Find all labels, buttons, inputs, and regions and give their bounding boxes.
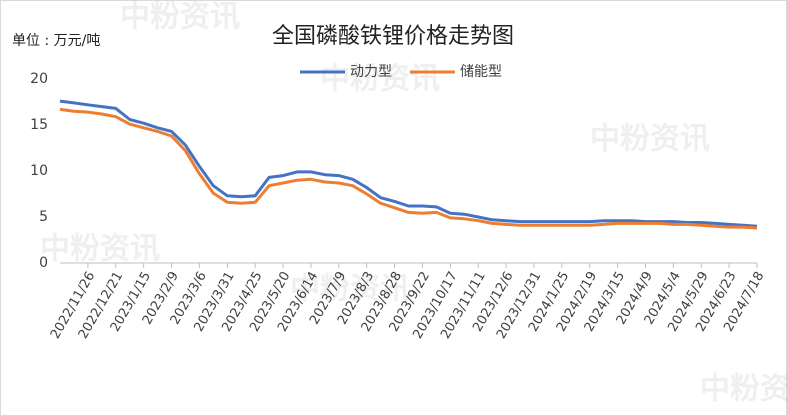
watermark: 中粉资讯: [120, 0, 240, 35]
y-tick-label: 5: [39, 209, 48, 225]
watermark: 中粉资讯: [320, 62, 440, 97]
series-line: [59, 107, 758, 230]
watermark: 中粉资讯: [590, 122, 710, 157]
y-tick-label: 20: [30, 71, 48, 87]
y-tick-label: 15: [30, 117, 48, 133]
unit-label: 单位 : 万元/吨: [12, 33, 100, 49]
y-tick-label: 10: [30, 163, 48, 179]
watermark: 中粉资讯: [40, 232, 160, 267]
legend-label: 动力型: [350, 64, 392, 80]
y-tick-label: 0: [39, 255, 48, 271]
series-line: [59, 99, 758, 228]
watermark: 中粉资讯: [290, 272, 410, 307]
legend-label: 储能型: [460, 64, 502, 80]
watermark: 中粉资讯: [700, 372, 787, 407]
chart-title: 全国磷酸铁锂价格走势图: [272, 24, 514, 49]
